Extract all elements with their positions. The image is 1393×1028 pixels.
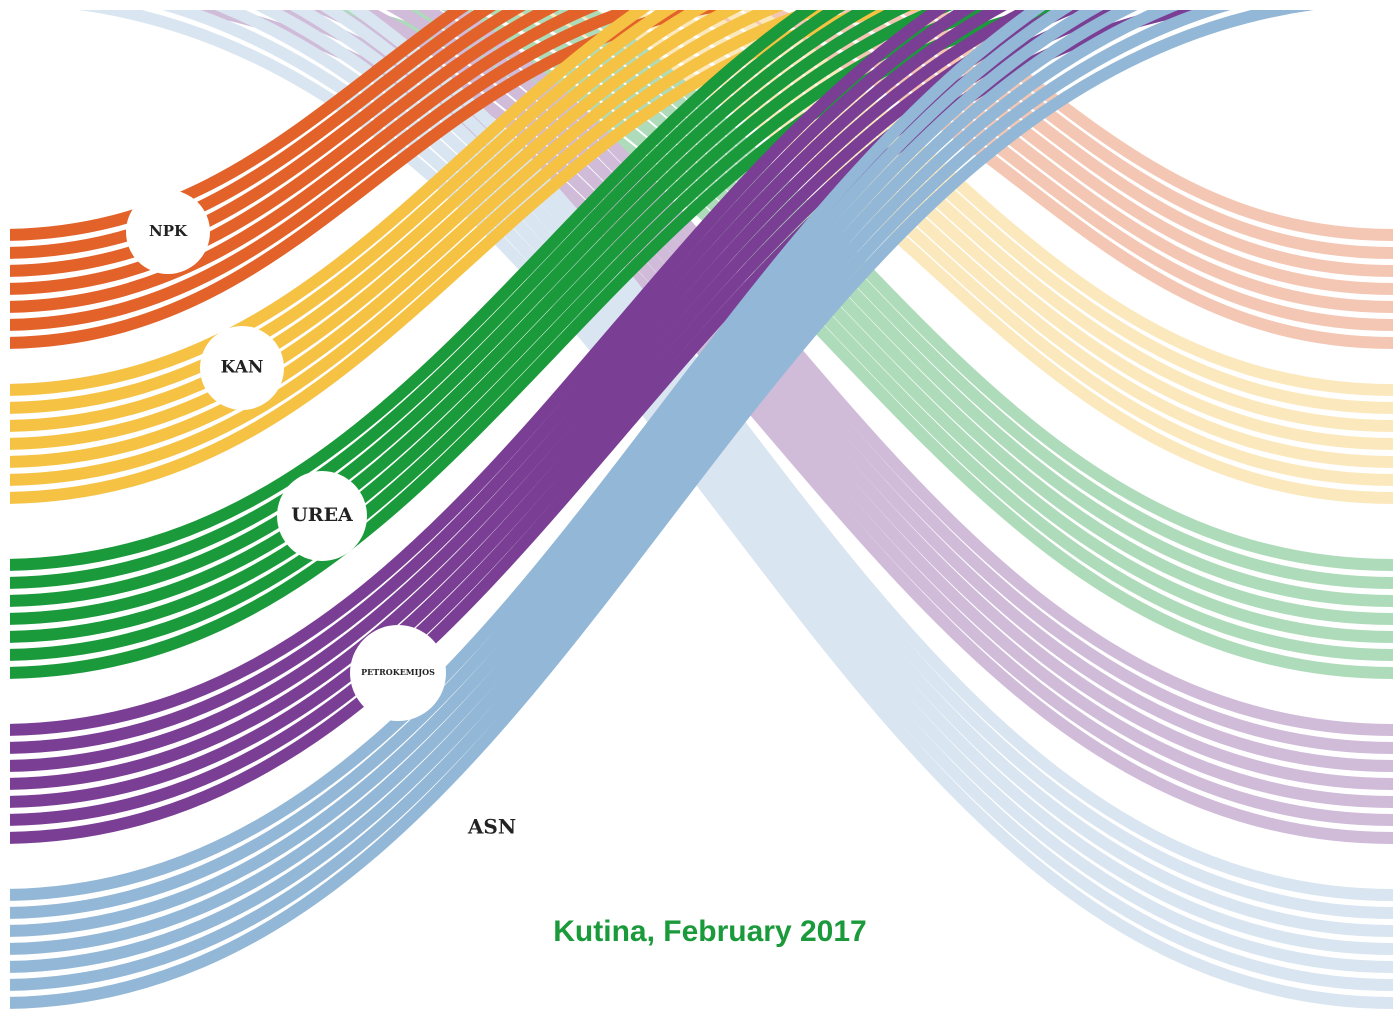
stripe (10, 10, 1315, 1009)
stripe (10, 10, 709, 432)
stripe (10, 10, 1104, 937)
badge (442, 778, 542, 878)
stripe (10, 10, 679, 414)
badge (126, 190, 210, 274)
badge-label: ASN (467, 815, 516, 839)
stripe (10, 10, 651, 331)
stripe (10, 10, 744, 450)
stripe (10, 10, 977, 754)
badges: NPK KAN UREA PETROKEMIJOS ASN (126, 190, 542, 878)
stripe (10, 10, 651, 396)
badge (277, 471, 367, 561)
stripe (659, 10, 1393, 349)
stripe (214, 10, 1393, 973)
stripe (10, 10, 600, 313)
badge-label: NPK (149, 222, 188, 240)
stripe (742, 10, 1393, 331)
stripe (170, 10, 1393, 844)
stripe (10, 10, 1074, 919)
stripe (10, 10, 877, 607)
stripe (10, 10, 1008, 772)
stripe (10, 10, 560, 295)
stripe (10, 10, 1232, 991)
stripe (10, 10, 1179, 973)
stripe (10, 10, 1046, 901)
stripe (10, 10, 912, 625)
stripe (10, 10, 818, 571)
badge-label: UREA (291, 504, 353, 526)
caption: Kutina, February 2017 (553, 915, 866, 948)
badge (350, 625, 446, 721)
foreground-bands (10, 10, 1315, 1009)
stripe (10, 10, 1043, 790)
stripe (10, 10, 785, 468)
stripe (10, 10, 1138, 955)
stripe (78, 10, 1393, 1009)
stripe (10, 10, 846, 589)
stripe (161, 10, 1393, 991)
badge-label: KAN (221, 358, 264, 378)
stripe (10, 10, 949, 736)
badge (200, 326, 284, 410)
badge-label: PETROKEMIJOS (361, 667, 435, 677)
stripe (10, 10, 954, 643)
